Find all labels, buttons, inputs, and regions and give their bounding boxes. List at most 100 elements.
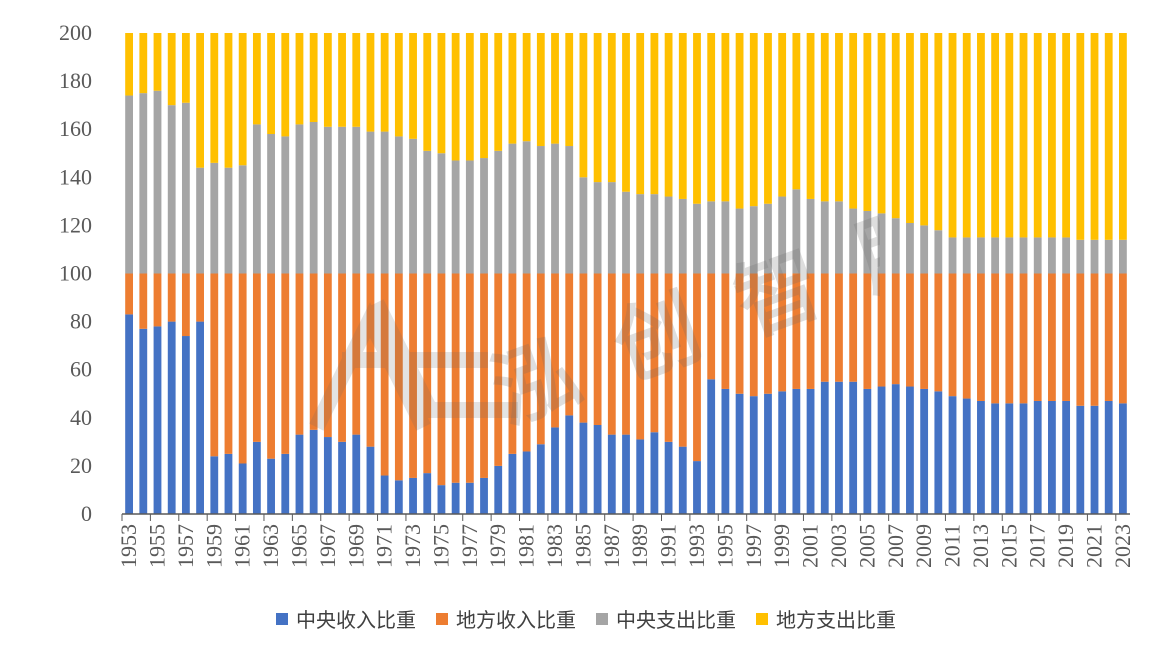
bar-2000-series-3	[792, 33, 801, 190]
x-tick-label: 2007	[883, 524, 908, 568]
bar-1994-series-0	[707, 379, 716, 514]
x-tick-label: 2023	[1110, 524, 1135, 568]
bar-1998-series-3	[764, 33, 772, 204]
bar-1982-series-1	[536, 273, 545, 445]
bar-1965-series-3	[295, 33, 304, 125]
bar-2016-series-0	[1019, 403, 1028, 514]
x-tick-label: 1953	[116, 524, 141, 568]
bar-1963-series-0	[267, 458, 275, 514]
bar-2003-series-0	[835, 381, 843, 514]
bar-2003-series-2	[835, 201, 843, 274]
bar-2023-series-1	[1119, 273, 1127, 404]
bar-1973-series-0	[409, 477, 417, 514]
bar-1966-series-0	[309, 429, 318, 514]
x-tick-label: 1991	[656, 524, 681, 568]
bar-1995-series-3	[721, 33, 730, 202]
x-tick-label: 1997	[741, 524, 766, 568]
bar-1967-series-3	[323, 33, 332, 127]
bar-2017-series-0	[1033, 400, 1042, 514]
bar-2005-series-2	[863, 210, 872, 274]
bar-1958-series-0	[196, 321, 204, 514]
bar-1953-series-1	[125, 273, 133, 315]
bar-2001-series-2	[806, 198, 815, 274]
bar-1989-series-2	[636, 194, 645, 274]
bar-1974-series-1	[423, 273, 432, 474]
bar-1972-series-3	[394, 33, 403, 137]
bar-2018-series-2	[1048, 237, 1056, 274]
bar-1988-series-3	[622, 33, 630, 192]
x-tick-label: 2015	[996, 524, 1021, 568]
bar-2000-series-2	[792, 189, 801, 274]
bar-1978-series-2	[480, 158, 488, 274]
bar-1961-series-3	[238, 33, 247, 166]
bar-1976-series-1	[451, 273, 460, 483]
x-tick-label: 1995	[712, 524, 737, 568]
bar-2008-series-3	[906, 33, 914, 223]
bar-1957-series-0	[181, 336, 190, 514]
bar-1979-series-2	[494, 150, 503, 274]
bar-1957-series-1	[181, 273, 190, 337]
bar-2013-series-2	[977, 237, 985, 274]
bar-1962-series-3	[252, 33, 261, 125]
bar-1969-series-3	[352, 33, 361, 127]
bar-2023-series-2	[1119, 239, 1127, 274]
bar-2018-series-1	[1048, 273, 1056, 401]
bar-1999-series-3	[778, 33, 787, 197]
bar-1956-series-3	[167, 33, 176, 106]
bar-2013-series-0	[977, 400, 985, 514]
bar-1964-series-0	[281, 453, 290, 515]
bar-2009-series-2	[920, 225, 929, 274]
bar-2017-series-1	[1033, 273, 1042, 401]
bar-2015-series-0	[1005, 403, 1014, 514]
bar-1959-series-2	[210, 162, 219, 274]
bar-1954-series-0	[139, 328, 148, 514]
bar-2020-series-1	[1076, 273, 1085, 406]
bar-1962-series-0	[252, 441, 261, 514]
bar-1955-series-0	[153, 326, 162, 514]
bar-2007-series-3	[891, 33, 900, 219]
bar-2011-series-3	[948, 33, 957, 238]
bar-1953-series-0	[125, 314, 133, 514]
bar-1959-series-3	[210, 33, 219, 163]
bar-1999-series-1	[778, 273, 787, 392]
bar-1967-series-0	[323, 437, 332, 514]
bar-1994-series-1	[707, 273, 716, 380]
bar-1960-series-3	[224, 33, 233, 168]
legend-swatch	[436, 612, 448, 625]
bar-1968-series-0	[338, 441, 346, 514]
bar-1976-series-3	[451, 33, 460, 161]
bar-1992-series-3	[678, 33, 687, 199]
bar-1999-series-2	[778, 196, 787, 274]
x-tick-label: 1993	[684, 524, 709, 568]
bar-1955-series-3	[153, 33, 162, 91]
bar-1954-series-3	[139, 33, 148, 94]
bar-1997-series-0	[749, 396, 758, 514]
bar-1993-series-2	[693, 203, 701, 274]
bar-2018-series-3	[1048, 33, 1056, 238]
bar-2015-series-3	[1005, 33, 1014, 238]
bar-2004-series-0	[849, 381, 858, 514]
legend-label: 中央收入比重	[296, 608, 416, 632]
bar-1954-series-2	[139, 93, 148, 274]
bar-1996-series-1	[735, 273, 744, 394]
bar-1974-series-3	[423, 33, 432, 151]
bar-1962-series-1	[252, 273, 261, 442]
bar-1984-series-1	[565, 273, 574, 416]
bar-2020-series-3	[1076, 33, 1085, 240]
bar-1983-series-2	[551, 143, 559, 274]
legend-swatch	[596, 612, 608, 625]
bar-1976-series-2	[451, 160, 460, 274]
bar-2016-series-3	[1019, 33, 1028, 238]
bar-1985-series-1	[579, 273, 588, 423]
x-tick-label: 1967	[315, 524, 340, 568]
bar-1965-series-2	[295, 124, 304, 274]
bar-1987-series-3	[607, 33, 616, 183]
bar-1994-series-2	[707, 201, 716, 274]
bar-2012-series-2	[962, 237, 971, 274]
bar-1969-series-2	[352, 126, 361, 274]
bar-1964-series-2	[281, 136, 290, 274]
bar-1962-series-2	[252, 124, 261, 274]
bar-1985-series-3	[579, 33, 588, 178]
bar-2019-series-1	[1062, 273, 1071, 401]
x-tick-label: 1963	[258, 524, 283, 568]
